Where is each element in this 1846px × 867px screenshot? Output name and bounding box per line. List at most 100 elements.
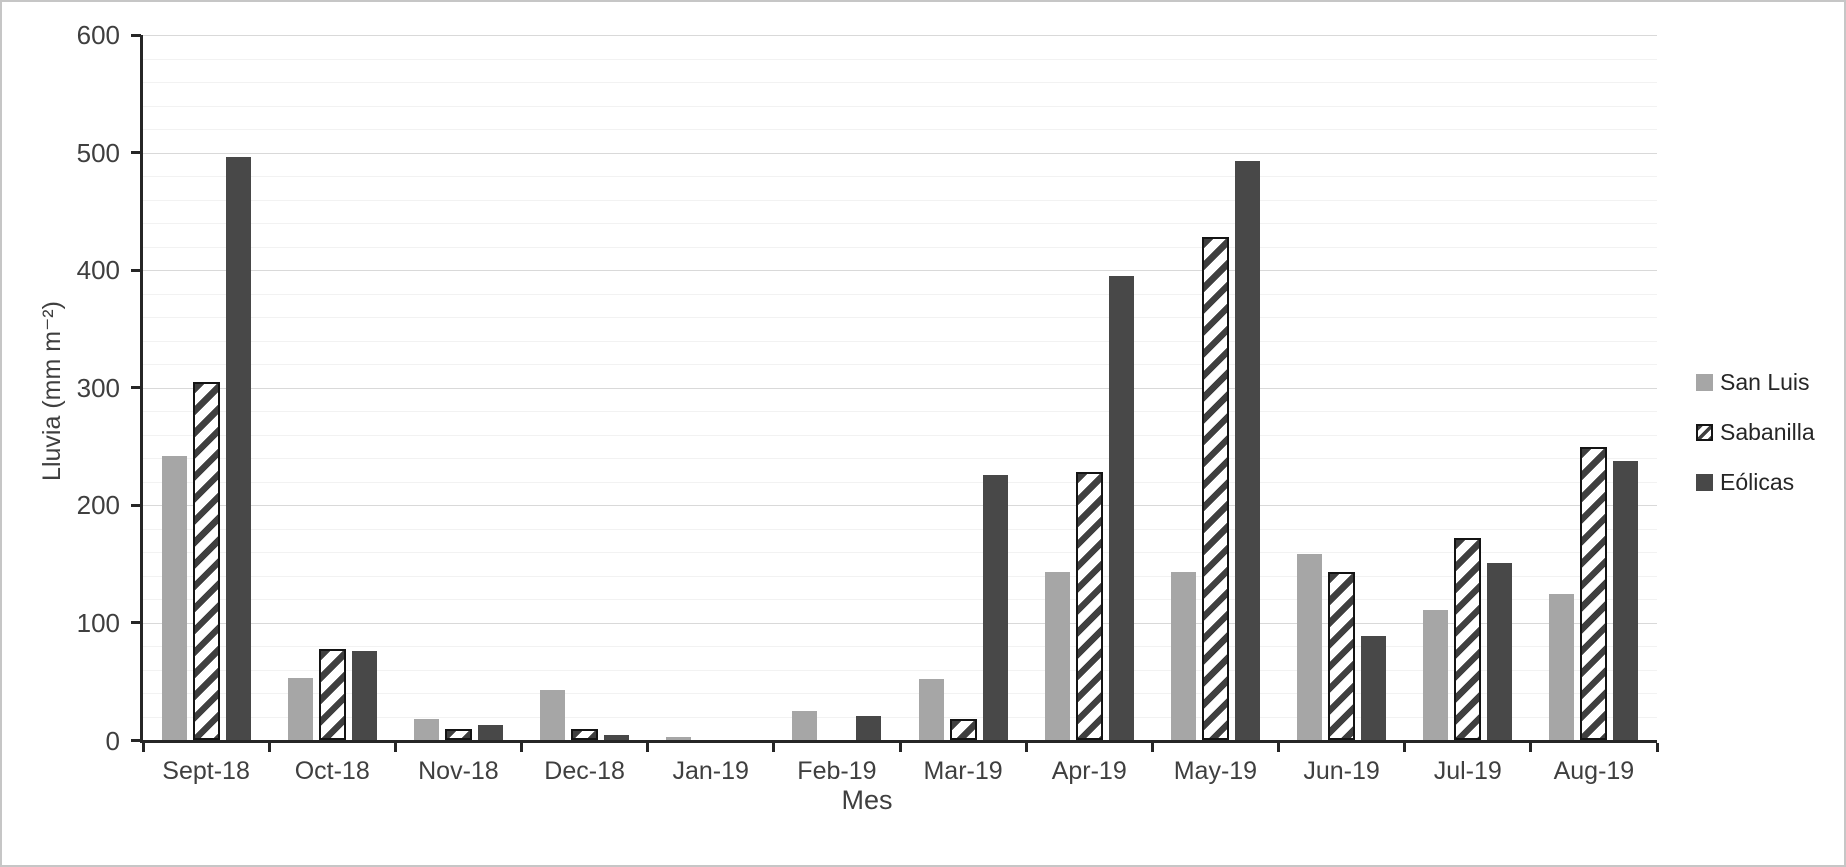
bar-san-luis-oct-18 bbox=[287, 678, 313, 741]
x-axis-tick bbox=[1150, 743, 1154, 752]
bar-san-luis-apr-19 bbox=[1044, 572, 1070, 741]
bar-san-luis-aug-19 bbox=[1549, 593, 1575, 741]
gridline-minor bbox=[143, 340, 1657, 342]
gridline-major bbox=[143, 387, 1657, 389]
bar-sabanilla-jun-19 bbox=[1328, 572, 1356, 741]
gridline-minor bbox=[143, 223, 1657, 225]
bar-sabanilla-oct-18 bbox=[318, 648, 346, 741]
gridline-minor bbox=[143, 246, 1657, 248]
gridline-major bbox=[143, 270, 1657, 272]
x-axis-tick-label: Dec-18 bbox=[544, 757, 625, 785]
x-axis-tick-label: Jul-19 bbox=[1433, 757, 1502, 785]
y-axis-tick bbox=[131, 151, 141, 155]
legend-swatch-eolicas bbox=[1696, 473, 1713, 491]
y-axis-line bbox=[140, 35, 143, 743]
x-axis-tick bbox=[141, 743, 145, 752]
bar-sabanilla-mar-19 bbox=[949, 719, 977, 741]
bar-eolicas-may-19 bbox=[1234, 160, 1260, 741]
bar-eolicas-nov-18 bbox=[477, 725, 503, 741]
gridline-minor bbox=[143, 58, 1657, 60]
gridline-minor bbox=[143, 199, 1657, 201]
legend-swatch-sabanilla bbox=[1696, 423, 1713, 441]
y-axis-tick-label: 400 bbox=[76, 255, 120, 286]
gridline-minor bbox=[143, 458, 1657, 460]
bar-san-luis-jan-19 bbox=[666, 736, 692, 741]
gridline-minor bbox=[143, 364, 1657, 366]
x-axis-tick-label: Feb-19 bbox=[797, 757, 877, 785]
bar-sabanilla-aug-19 bbox=[1580, 446, 1608, 741]
y-axis-tick bbox=[131, 503, 141, 507]
x-axis-tick-label: Nov-18 bbox=[418, 757, 499, 785]
legend-item-san-luis: San Luis bbox=[1696, 368, 1815, 395]
y-axis-tick bbox=[131, 386, 141, 390]
x-axis-tick-label: Sept-18 bbox=[162, 757, 250, 785]
gridline-minor bbox=[143, 552, 1657, 554]
x-axis-tick-label: Aug-19 bbox=[1553, 757, 1635, 785]
gridline-minor bbox=[143, 82, 1657, 84]
x-axis-tick bbox=[1024, 743, 1028, 752]
legend-label-eolicas: Eólicas bbox=[1720, 468, 1795, 495]
y-axis-tick-label: 500 bbox=[76, 137, 120, 168]
x-axis-tick bbox=[772, 743, 776, 752]
bar-san-luis-dec-18 bbox=[540, 689, 566, 741]
x-axis-tick-label: Apr-19 bbox=[1051, 757, 1127, 785]
gridline-minor bbox=[143, 599, 1657, 601]
x-axis-title: Mes bbox=[841, 785, 893, 815]
bar-san-luis-feb-19 bbox=[792, 711, 818, 741]
plot-area bbox=[143, 35, 1657, 741]
bar-san-luis-jun-19 bbox=[1297, 553, 1323, 741]
gridline-major bbox=[143, 622, 1657, 624]
gridline-minor bbox=[143, 105, 1657, 107]
gridline-minor bbox=[143, 575, 1657, 577]
gridline-minor bbox=[143, 129, 1657, 131]
bar-sabanilla-dec-18 bbox=[571, 728, 599, 741]
x-axis-tick bbox=[393, 743, 397, 752]
gridline-minor bbox=[143, 646, 1657, 648]
x-axis-tick-label: May-19 bbox=[1173, 757, 1258, 785]
gridline-minor bbox=[143, 669, 1657, 671]
bar-eolicas-jun-19 bbox=[1361, 635, 1387, 741]
bar-san-luis-jul-19 bbox=[1423, 609, 1449, 741]
y-axis-tick-label: 600 bbox=[76, 20, 120, 50]
gridline-minor bbox=[143, 176, 1657, 178]
gridline-major bbox=[143, 152, 1657, 154]
bar-eolicas-aug-19 bbox=[1613, 460, 1639, 741]
x-axis-tick bbox=[1403, 743, 1407, 752]
bar-eolicas-mar-19 bbox=[982, 474, 1008, 741]
bar-eolicas-feb-19 bbox=[856, 715, 882, 741]
y-axis-tick-label: 300 bbox=[76, 372, 120, 403]
gridline-minor bbox=[143, 481, 1657, 483]
gridline-major bbox=[143, 35, 1657, 36]
bar-sabanilla-nov-18 bbox=[444, 728, 472, 741]
bar-sabanilla-may-19 bbox=[1201, 237, 1229, 741]
gridline-minor bbox=[143, 434, 1657, 436]
legend: San Luis Sabanilla Eólicas bbox=[1696, 368, 1815, 495]
bar-eolicas-sept-18 bbox=[225, 157, 251, 741]
x-axis-tick bbox=[267, 743, 271, 752]
y-axis-tick bbox=[131, 621, 141, 625]
bar-san-luis-sept-18 bbox=[161, 455, 187, 741]
bar-eolicas-apr-19 bbox=[1108, 276, 1134, 741]
legend-label-san-luis: San Luis bbox=[1720, 368, 1810, 395]
y-axis-tick-label: 100 bbox=[76, 607, 120, 638]
gridline-minor bbox=[143, 716, 1657, 718]
x-axis-tick-label: Oct-18 bbox=[294, 757, 370, 785]
legend-swatch-san-luis bbox=[1696, 373, 1713, 391]
x-axis-line bbox=[140, 740, 1657, 743]
x-axis-tick bbox=[646, 743, 650, 752]
x-axis-tick bbox=[1655, 743, 1659, 752]
bar-eolicas-dec-18 bbox=[604, 734, 630, 741]
bar-san-luis-nov-18 bbox=[413, 719, 439, 741]
gridline-minor bbox=[143, 528, 1657, 530]
x-axis-tick bbox=[1529, 743, 1533, 752]
gridline-minor bbox=[143, 317, 1657, 319]
legend-label-sabanilla: Sabanilla bbox=[1720, 418, 1815, 445]
y-axis-tick bbox=[131, 268, 141, 272]
x-axis-tick-label: Jan-19 bbox=[672, 757, 749, 785]
bar-san-luis-may-19 bbox=[1170, 572, 1196, 741]
bar-sabanilla-apr-19 bbox=[1075, 472, 1103, 741]
y-axis-tick bbox=[131, 739, 141, 742]
gridline-minor bbox=[143, 411, 1657, 413]
x-axis-tick-label: Mar-19 bbox=[923, 757, 1003, 785]
y-axis-tick-label: 0 bbox=[105, 725, 120, 756]
